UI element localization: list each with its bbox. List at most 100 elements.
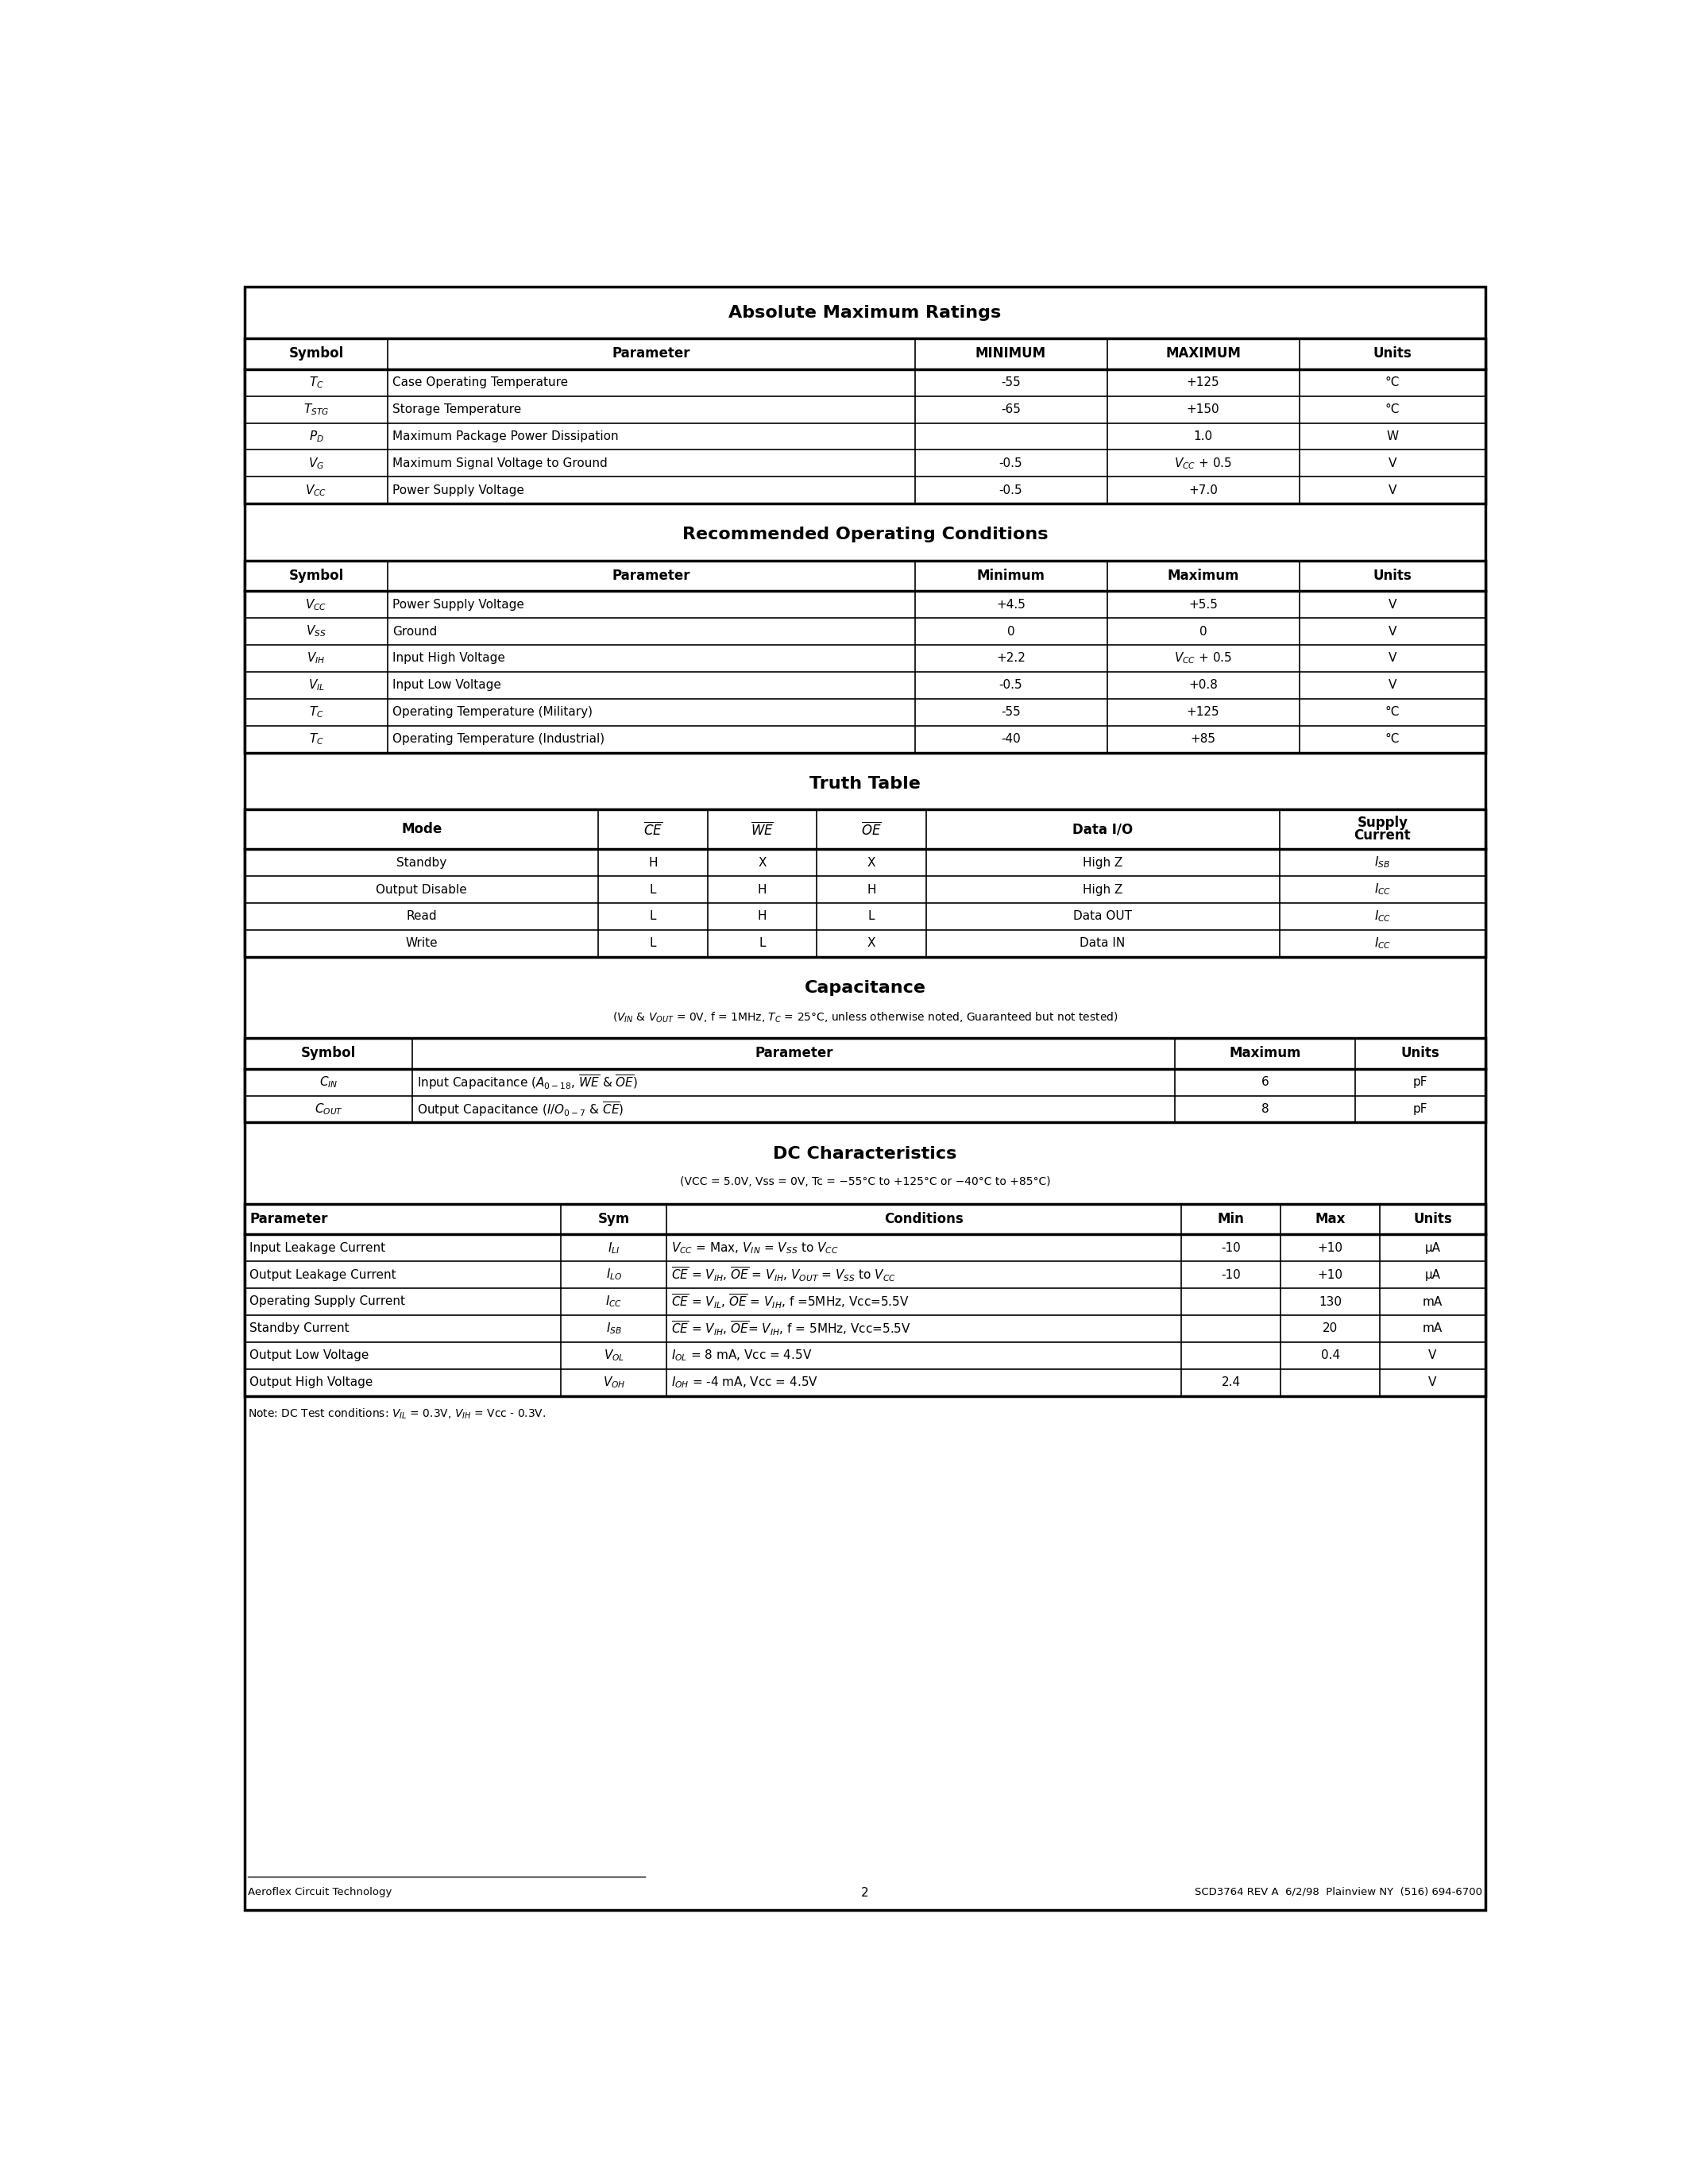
Text: Output Leakage Current: Output Leakage Current [250,1269,397,1280]
Text: L: L [650,885,657,895]
Text: Standby: Standby [397,856,447,869]
Text: Input Leakage Current: Input Leakage Current [250,1243,387,1254]
Text: °C: °C [1386,705,1399,719]
Text: Units: Units [1401,1046,1440,1061]
Text: Ground: Ground [392,625,437,638]
Text: L: L [868,911,874,922]
Text: Output Capacitance ($I/O_{0-7}$ & $\overline{CE}$): Output Capacitance ($I/O_{0-7}$ & $\over… [417,1101,625,1118]
Text: Truth Table: Truth Table [810,775,920,791]
Text: +85: +85 [1190,734,1215,745]
Text: Maximum: Maximum [1229,1046,1301,1061]
Text: 6: 6 [1261,1077,1269,1088]
Text: $I_{SB}$: $I_{SB}$ [1374,856,1391,869]
Text: $V_{CC}$ + 0.5: $V_{CC}$ + 0.5 [1175,651,1232,666]
Text: °C: °C [1386,404,1399,415]
Text: +10: +10 [1318,1269,1344,1280]
Bar [245,1203,1485,1396]
Text: Data OUT: Data OUT [1074,911,1133,922]
Text: +4.5: +4.5 [996,598,1026,612]
Text: $T_C$: $T_C$ [309,376,324,391]
Text: Data I/O: Data I/O [1072,821,1133,836]
Text: Output Low Voltage: Output Low Voltage [250,1350,370,1361]
Text: Units: Units [1413,1212,1452,1225]
Text: H: H [866,885,876,895]
Text: Output High Voltage: Output High Voltage [250,1376,373,1389]
Text: 2: 2 [861,1887,869,1898]
Text: μA: μA [1425,1243,1440,1254]
Text: Maximum Package Power Dissipation: Maximum Package Power Dissipation [392,430,618,443]
Text: Maximum Signal Voltage to Ground: Maximum Signal Voltage to Ground [392,456,608,470]
Text: -10: -10 [1220,1269,1241,1280]
Text: 0.4: 0.4 [1320,1350,1340,1361]
Text: L: L [650,937,657,950]
Text: $\overline{CE}$: $\overline{CE}$ [643,821,663,839]
Text: H: H [758,911,766,922]
Text: $V_{CC}$: $V_{CC}$ [306,596,327,612]
Text: -10: -10 [1220,1243,1241,1254]
Text: -0.5: -0.5 [999,456,1023,470]
Text: -40: -40 [1001,734,1021,745]
Text: Storage Temperature: Storage Temperature [392,404,522,415]
Text: W: W [1386,430,1398,443]
Text: $\overline{OE}$: $\overline{OE}$ [861,821,881,839]
Text: $C_{IN}$: $C_{IN}$ [319,1075,338,1090]
Text: 130: 130 [1318,1295,1342,1308]
Text: Standby Current: Standby Current [250,1324,349,1334]
Text: $V_{SS}$: $V_{SS}$ [306,625,326,640]
Text: Supply: Supply [1357,817,1408,830]
Text: V: V [1388,598,1396,612]
Bar [245,810,1485,957]
Text: Data IN: Data IN [1080,937,1126,950]
Text: $I_{CC}$: $I_{CC}$ [606,1295,623,1308]
Text: DC Characteristics: DC Characteristics [773,1147,957,1162]
Text: $V_{CC}$: $V_{CC}$ [306,483,327,498]
Text: Operating Temperature (Industrial): Operating Temperature (Industrial) [392,734,604,745]
Text: (VCC = 5.0V, Vss = 0V, Tc = −55°C to +125°C or −40°C to +85°C): (VCC = 5.0V, Vss = 0V, Tc = −55°C to +12… [680,1177,1050,1188]
Text: Absolute Maximum Ratings: Absolute Maximum Ratings [729,306,1001,321]
Text: MAXIMUM: MAXIMUM [1165,347,1241,360]
Text: μA: μA [1425,1269,1440,1280]
Text: Units: Units [1372,347,1411,360]
Text: $P_D$: $P_D$ [309,428,324,443]
Text: X: X [868,856,876,869]
Text: ($V_{IN}$ & $V_{OUT}$ = 0V, f = 1MHz, $T_C$ = 25°C, unless otherwise noted, Guar: ($V_{IN}$ & $V_{OUT}$ = 0V, f = 1MHz, $T… [613,1011,1117,1024]
Text: mA: mA [1423,1324,1443,1334]
Text: Conditions: Conditions [885,1212,964,1225]
Text: V: V [1388,456,1396,470]
Text: +125: +125 [1187,376,1220,389]
Text: -65: -65 [1001,404,1021,415]
Text: Power Supply Voltage: Power Supply Voltage [392,485,525,496]
Text: Symbol: Symbol [289,568,344,583]
Text: -55: -55 [1001,705,1021,719]
Text: V: V [1388,679,1396,690]
Text: Write: Write [405,937,437,950]
Text: Current: Current [1354,828,1411,843]
Text: $I_{OL}$ = 8 mA, Vcc = 4.5V: $I_{OL}$ = 8 mA, Vcc = 4.5V [672,1348,812,1363]
Bar [245,339,1485,505]
Text: pF: pF [1413,1077,1428,1088]
Text: $V_{OL}$: $V_{OL}$ [604,1348,625,1363]
Text: Minimum: Minimum [977,568,1045,583]
Text: V: V [1388,625,1396,638]
Text: $I_{LI}$: $I_{LI}$ [608,1241,619,1256]
Text: $C_{OUT}$: $C_{OUT}$ [314,1101,343,1116]
Text: $V_G$: $V_G$ [309,456,324,472]
Text: 2.4: 2.4 [1222,1376,1241,1389]
Text: $\overline{CE}$ = $V_{IL}$, $\overline{OE}$ = $V_{IH}$, f =5MHz, Vcc=5.5V: $\overline{CE}$ = $V_{IL}$, $\overline{O… [672,1293,910,1310]
Text: +2.2: +2.2 [996,653,1026,664]
Text: 0: 0 [1198,625,1207,638]
Text: +10: +10 [1318,1243,1344,1254]
Text: +150: +150 [1187,404,1220,415]
Text: $T_C$: $T_C$ [309,705,324,719]
Text: H: H [758,885,766,895]
Text: $I_{OH}$ = -4 mA, Vcc = 4.5V: $I_{OH}$ = -4 mA, Vcc = 4.5V [672,1376,819,1389]
Text: Input High Voltage: Input High Voltage [392,653,505,664]
Text: Recommended Operating Conditions: Recommended Operating Conditions [682,526,1048,544]
Text: $I_{SB}$: $I_{SB}$ [606,1321,621,1337]
Text: +125: +125 [1187,705,1220,719]
Text: Case Operating Temperature: Case Operating Temperature [392,376,569,389]
Text: +5.5: +5.5 [1188,598,1217,612]
Text: $V_{CC}$ + 0.5: $V_{CC}$ + 0.5 [1175,456,1232,472]
Text: $I_{CC}$: $I_{CC}$ [1374,937,1391,950]
Text: Symbol: Symbol [289,347,344,360]
